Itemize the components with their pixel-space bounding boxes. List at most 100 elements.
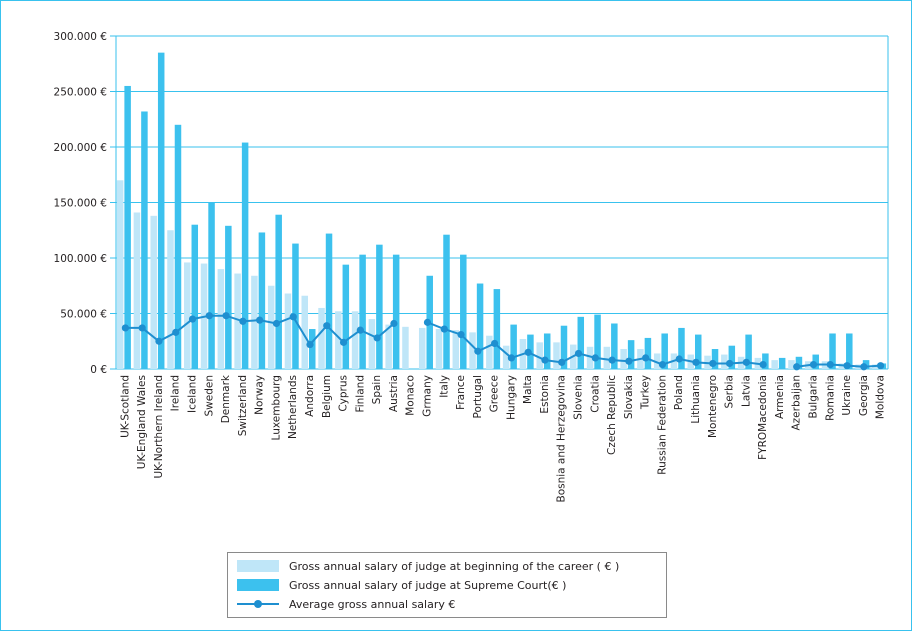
x-tick-label: Hungary bbox=[505, 375, 517, 420]
bar-supreme-court bbox=[611, 323, 618, 369]
average-salary-point bbox=[809, 360, 818, 369]
average-salary-point bbox=[608, 356, 616, 364]
average-salary-point bbox=[793, 363, 801, 371]
average-salary-point bbox=[474, 347, 482, 355]
bar-beginning-career bbox=[368, 319, 376, 369]
bar-supreme-court bbox=[325, 233, 333, 369]
legend-swatch-beginning bbox=[237, 560, 279, 572]
bar-supreme-court bbox=[577, 316, 585, 369]
bar-beginning-career bbox=[150, 215, 157, 369]
bar-supreme-court bbox=[644, 337, 652, 369]
bar-supreme-court bbox=[124, 85, 131, 369]
legend-item-beginning: Gross annual salary of judge at beginnin… bbox=[228, 558, 619, 574]
x-tick-label: Latvia bbox=[740, 375, 752, 407]
bar-beginning-career bbox=[603, 346, 611, 369]
bar-beginning-career bbox=[486, 335, 493, 369]
bar-beginning-career bbox=[267, 285, 275, 369]
average-salary-point bbox=[625, 357, 633, 365]
average-salary-point bbox=[256, 316, 264, 324]
bar-supreme-court bbox=[829, 333, 836, 369]
bar-beginning-career bbox=[502, 345, 510, 369]
x-tick-label: Switzerland bbox=[237, 375, 249, 436]
x-tick-label: Russian Federation bbox=[656, 375, 668, 475]
average-salary-point bbox=[155, 337, 163, 345]
x-tick-label: Netherlands bbox=[287, 375, 299, 439]
x-tick-label: Malta bbox=[522, 375, 534, 404]
average-salary-point bbox=[877, 362, 885, 370]
average-salary-point bbox=[725, 359, 734, 368]
x-axis-ticks: UK-Scotland UK-England Wales UK-Northern I… bbox=[119, 374, 886, 502]
bar-beginning-career bbox=[721, 354, 728, 369]
x-tick-label: Norway bbox=[254, 375, 266, 415]
bar-supreme-court bbox=[141, 111, 148, 369]
bar-supreme-court bbox=[493, 289, 501, 369]
x-tick-label: Estonia bbox=[539, 375, 551, 414]
y-axis-ticks: 0 € 50.000 € 100.000 € 150.000 € 200.000 € 25… bbox=[54, 31, 107, 376]
average-salary-point bbox=[205, 312, 213, 320]
bar-supreme-court bbox=[778, 357, 786, 369]
bar-beginning-career bbox=[586, 346, 594, 369]
y-tick-label: 150.000 € bbox=[54, 198, 107, 210]
y-tick-label: 50.000 € bbox=[60, 309, 107, 321]
bar-supreme-court bbox=[174, 124, 182, 369]
x-tick-label: Montenegro bbox=[707, 375, 719, 438]
x-tick-label: UK-England Wales bbox=[136, 375, 148, 469]
bar-beginning-career bbox=[234, 273, 241, 369]
legend: Gross annual salary of judge at beginnin… bbox=[227, 552, 667, 618]
legend-swatch-supreme bbox=[237, 579, 279, 591]
x-tick-label: Belgium bbox=[321, 375, 333, 418]
bar-beginning-career bbox=[469, 332, 476, 369]
legend-item-supreme: Gross annual salary of judge at Supreme … bbox=[228, 577, 566, 593]
average-salary-point bbox=[541, 356, 549, 364]
bar-beginning-career bbox=[318, 307, 325, 369]
x-tick-label: Slovakia bbox=[623, 375, 635, 419]
x-tick-label: Armenia bbox=[774, 375, 786, 419]
y-tick-label: 200.000 € bbox=[54, 142, 107, 154]
average-salary-point bbox=[356, 326, 364, 334]
average-salary-point bbox=[675, 355, 683, 363]
bar-beginning-career bbox=[771, 360, 778, 369]
bar-supreme-court bbox=[443, 234, 450, 369]
x-tick-label: France bbox=[455, 375, 467, 410]
bar-supreme-court bbox=[661, 333, 668, 369]
bar-supreme-court bbox=[191, 224, 199, 369]
average-salary-point bbox=[759, 360, 767, 369]
bar-supreme-court bbox=[678, 327, 685, 369]
bar-supreme-court bbox=[728, 345, 736, 369]
bar-beginning-career bbox=[251, 275, 258, 369]
x-tick-label: Azerbaijan bbox=[791, 375, 803, 431]
bar-supreme-court bbox=[460, 254, 467, 369]
average-salary-point bbox=[306, 340, 314, 349]
x-tick-label: UK-Scotland bbox=[119, 375, 131, 438]
average-salary-point bbox=[272, 319, 281, 328]
x-tick-label: Georgia bbox=[858, 375, 870, 416]
bar-beginning-career bbox=[653, 353, 661, 369]
bar-supreme-court bbox=[376, 244, 383, 369]
x-tick-label: Bulgaria bbox=[807, 375, 819, 419]
bar-supreme-court bbox=[208, 202, 215, 369]
bar-supreme-court bbox=[795, 356, 803, 369]
bar-supreme-court bbox=[342, 264, 350, 369]
average-salary-point bbox=[574, 349, 583, 358]
bar-supreme-court bbox=[258, 232, 266, 369]
bar-supreme-court bbox=[695, 334, 702, 369]
x-tick-label: FYROMacedonia bbox=[757, 375, 769, 460]
x-tick-label: Bosnia and Herzegovina bbox=[556, 375, 568, 503]
x-tick-label: Luxembourg bbox=[270, 375, 282, 440]
bar-supreme-court bbox=[711, 349, 719, 369]
x-tick-label: Moldova bbox=[875, 375, 887, 419]
legend-swatch-average bbox=[237, 598, 279, 610]
average-salary-point bbox=[642, 354, 650, 362]
x-tick-label: Sweden bbox=[203, 375, 215, 417]
average-salary-point bbox=[138, 324, 146, 332]
x-tick-label: Andorra bbox=[304, 375, 316, 417]
bar-supreme-court bbox=[225, 225, 232, 369]
bar-supreme-court bbox=[543, 333, 551, 369]
bar-supreme-court bbox=[762, 353, 769, 369]
x-tick-label: Slovenia bbox=[573, 375, 585, 420]
bar-beginning-career bbox=[184, 262, 191, 369]
average-salary-point bbox=[524, 348, 532, 356]
bar-supreme-court bbox=[392, 254, 400, 369]
average-salary-point bbox=[860, 363, 868, 371]
x-tick-label: Turkey bbox=[640, 375, 652, 410]
